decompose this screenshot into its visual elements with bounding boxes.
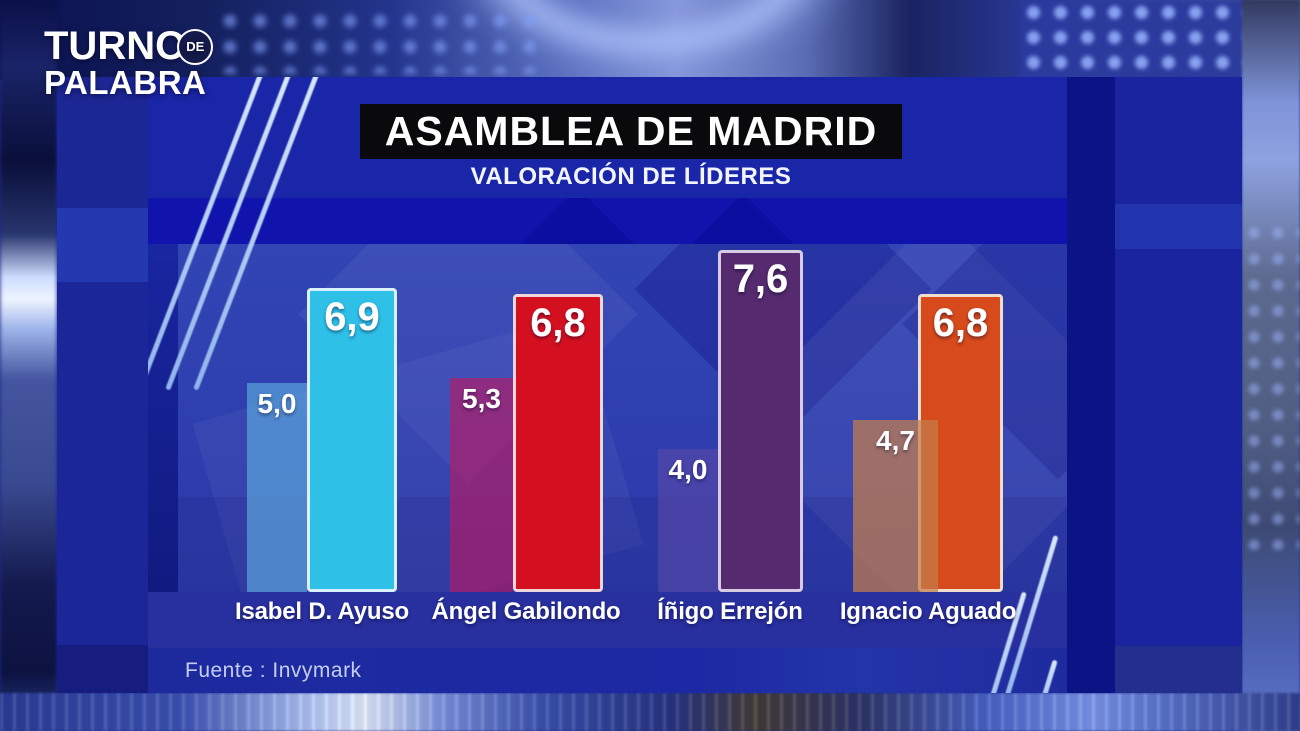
overlay-band bbox=[1115, 646, 1242, 693]
chart-title: ASAMBLEA DE MADRID bbox=[384, 108, 878, 154]
bar-errejon-right: 7,6 bbox=[718, 250, 803, 592]
title-banner: ASAMBLEA DE MADRID bbox=[360, 104, 902, 159]
overlay-dark-column bbox=[1067, 77, 1115, 693]
bar-ayuso-right: 6,9 bbox=[307, 288, 397, 592]
category-label-ayuso: Isabel D. Ayuso bbox=[235, 598, 409, 625]
studio-bottom-streaks bbox=[0, 693, 1300, 731]
bar-value-label: 7,6 bbox=[732, 257, 789, 301]
overlay-band bbox=[57, 208, 148, 282]
bar-ayuso-left: 5,0 bbox=[247, 383, 307, 592]
bar-aguado-left: 4,7 bbox=[853, 420, 938, 592]
bar-value-label: 5,3 bbox=[462, 383, 501, 414]
logo-text-turno: TURNO bbox=[44, 24, 187, 68]
overlay-band bbox=[57, 77, 148, 208]
category-label-aguado: Ignacio Aguado bbox=[839, 598, 1017, 625]
panel-accent-band bbox=[148, 198, 1067, 244]
logo-text-palabra: PALABRA bbox=[44, 64, 207, 101]
studio-bottom-lights bbox=[0, 693, 1300, 731]
bar-value-label: 6,9 bbox=[324, 295, 380, 339]
bar-value-label: 6,8 bbox=[530, 301, 586, 345]
studio-led-dots-right bbox=[1020, 0, 1245, 84]
bar-value-label: 6,8 bbox=[932, 301, 989, 345]
overlay-right-column bbox=[1115, 77, 1242, 693]
studio-right-dots bbox=[1242, 220, 1300, 550]
overlay-left-column bbox=[57, 77, 148, 693]
bar-value-label: 4,0 bbox=[668, 454, 708, 485]
studio-right-strip bbox=[1242, 0, 1300, 731]
bar-gabilondo-left: 5,3 bbox=[450, 378, 513, 592]
studio-left-strip bbox=[0, 0, 57, 731]
chevron-decor bbox=[521, 198, 635, 244]
chevron-decor bbox=[693, 198, 793, 244]
category-strip bbox=[148, 592, 1067, 648]
overlay-band bbox=[57, 645, 148, 693]
category-label-errejon: Íñigo Errejón bbox=[657, 598, 803, 625]
chart-panel: ASAMBLEA DE MADRID VALORACIÓN DE LÍDERES… bbox=[148, 77, 1067, 693]
category-label-gabilondo: Ángel Gabilondo bbox=[431, 598, 621, 625]
logo-de-circle: DE bbox=[177, 28, 214, 65]
logo-row: TURNO DE bbox=[44, 24, 214, 69]
source-label: Fuente : Invymark bbox=[185, 659, 362, 682]
overlay-band bbox=[1115, 204, 1242, 249]
source-strip bbox=[148, 648, 1067, 693]
studio-led-dots-left bbox=[215, 8, 535, 74]
bar-gabilondo-right: 6,8 bbox=[513, 294, 603, 592]
bar-value-label: 4,7 bbox=[876, 425, 915, 456]
chart-subtitle: VALORACIÓN DE LÍDERES bbox=[470, 163, 792, 190]
bar-errejon-left: 4,0 bbox=[658, 449, 718, 592]
bar-value-label: 5,0 bbox=[257, 388, 297, 419]
program-logo: TURNO DE PALABRA bbox=[44, 24, 214, 102]
